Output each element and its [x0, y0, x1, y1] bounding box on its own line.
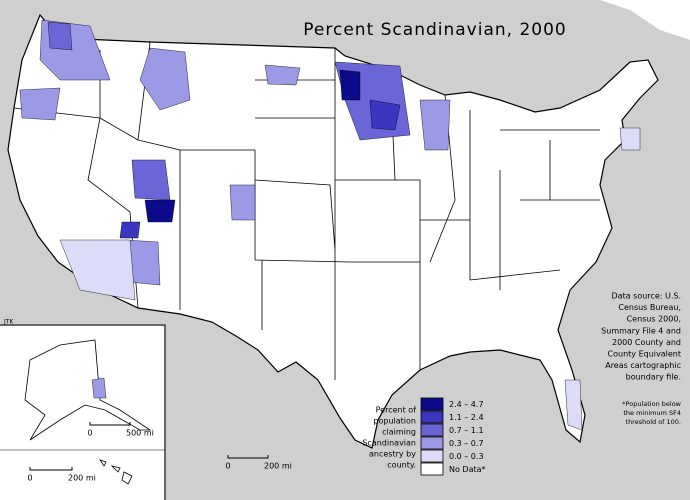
- legend-swatch: [420, 410, 444, 424]
- source-note: Census Bureau,: [618, 303, 681, 312]
- legend-swatch: [420, 397, 444, 411]
- footnote: *Population below: [622, 400, 681, 408]
- source-note: County Equivalent: [608, 350, 681, 359]
- us-outline: [7, 13, 659, 449]
- county-shade: [619, 127, 641, 151]
- source-note: Summary File 4 and: [601, 326, 681, 335]
- footnote: the minimum SF4: [623, 409, 681, 417]
- legend-label: No Data*: [449, 465, 486, 474]
- legend-swatch: [420, 436, 444, 450]
- legend-swatch: [420, 462, 444, 476]
- legend: 2.4 – 4.7 1.1 – 2.4 0.7 – 1.1 0.3 – 0.7 0.0 …: [362, 397, 486, 476]
- legend-label: 0.0 – 0.3: [449, 452, 484, 461]
- alaska: [24, 339, 152, 441]
- scale-end: 200 mi: [68, 474, 96, 483]
- county-shade: [59, 239, 136, 301]
- county-shade: [564, 379, 583, 431]
- source-note: boundary file.: [626, 373, 681, 382]
- county-shade: [19, 87, 61, 121]
- county-shade: [419, 99, 451, 151]
- scale-start: 0: [225, 462, 230, 471]
- county-shade: [131, 159, 171, 201]
- legend-title: claiming: [382, 428, 416, 437]
- legend-label: 0.3 – 0.7: [449, 439, 484, 448]
- legend-label: 2.4 – 4.7: [449, 400, 484, 409]
- hawaii: [99, 459, 133, 485]
- scale-bar: [89, 422, 131, 426]
- scale-bar: [227, 455, 269, 459]
- county-shade: [144, 199, 176, 223]
- scale-bar: [29, 467, 73, 471]
- scale-end: 500 mi: [126, 429, 154, 438]
- legend-label: 1.1 – 2.4: [449, 413, 484, 422]
- footnote: threshold of 100.: [626, 418, 681, 426]
- inset-border: [0, 324, 166, 500]
- scale-end: 200 mi: [264, 462, 292, 471]
- source-note: Census 2000,: [627, 315, 681, 324]
- county-shade: [119, 221, 141, 239]
- source-note: 2000 County and: [612, 338, 681, 347]
- legend-swatch: [420, 449, 444, 463]
- legend-swatch: [420, 423, 444, 437]
- legend-title: population: [373, 417, 416, 426]
- county-shade: [139, 47, 191, 111]
- county-shade: [229, 184, 256, 221]
- source-note: Areas cartographic: [605, 361, 681, 370]
- legend-title: county.: [387, 461, 416, 470]
- county-shade: [369, 99, 401, 131]
- legend-title: Scandinavian: [362, 439, 416, 448]
- map-title: Percent Scandinavian, 2000: [303, 20, 566, 40]
- scale-start: 0: [27, 474, 32, 483]
- scale-start: 0: [87, 429, 92, 438]
- county-shade: [264, 64, 301, 86]
- source-note: Data source: U.S.: [612, 292, 681, 301]
- legend-title: ancestry by: [369, 450, 416, 459]
- county-shade: [339, 69, 361, 101]
- legend-title: Percent of: [376, 406, 417, 415]
- legend-label: 0.7 – 1.1: [449, 426, 484, 435]
- credit: JTK: [3, 319, 14, 326]
- water: [600, 0, 690, 40]
- county-shade: [47, 21, 73, 51]
- county-shade: [91, 377, 107, 399]
- county-shading: [19, 19, 641, 431]
